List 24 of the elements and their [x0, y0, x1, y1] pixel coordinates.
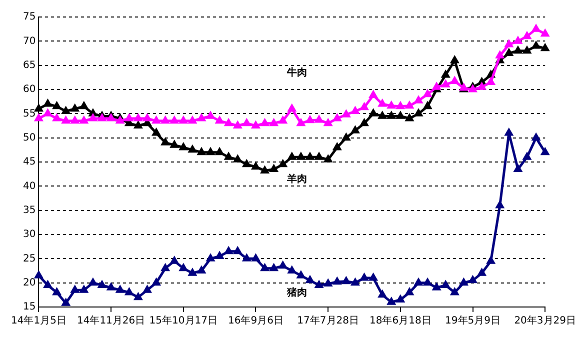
y-tick-label: 55 — [22, 108, 36, 120]
y-tick-label: 75 — [22, 12, 36, 23]
text: 牛肉 — [286, 66, 307, 78]
x-tick-label: 18年6月18日 — [370, 314, 432, 327]
y-tick-label: 40 — [22, 180, 36, 192]
series-label: 羊肉 — [286, 172, 307, 185]
y-tick-label: 70 — [22, 36, 36, 47]
series-label: 猪肉 — [286, 286, 307, 298]
x-tick-label: 17年7月28日 — [297, 314, 359, 327]
x-tick-label: 19年5月9日 — [445, 314, 500, 327]
y-tick-label: 50 — [22, 132, 36, 144]
x-tick-label: 14年1月5日 — [11, 314, 66, 327]
y-tick-label: 45 — [22, 156, 36, 168]
y-tick-label: 65 — [22, 60, 36, 71]
x-tick-label: 16年9月6日 — [228, 314, 284, 327]
y-tick-label: 35 — [22, 204, 36, 216]
y-tick-label: 60 — [22, 84, 36, 96]
x-tick-label: 14年11月26日 — [76, 314, 146, 327]
y-tick-label: 25 — [22, 253, 36, 264]
y-tick-label: 30 — [22, 229, 36, 240]
x-tick-label: 20年3月29日 — [514, 314, 576, 327]
y-tick-label: 20 — [22, 277, 36, 288]
y-tick-label: 15 — [22, 302, 36, 313]
x-tick-label: 15年10月17日 — [149, 314, 218, 327]
